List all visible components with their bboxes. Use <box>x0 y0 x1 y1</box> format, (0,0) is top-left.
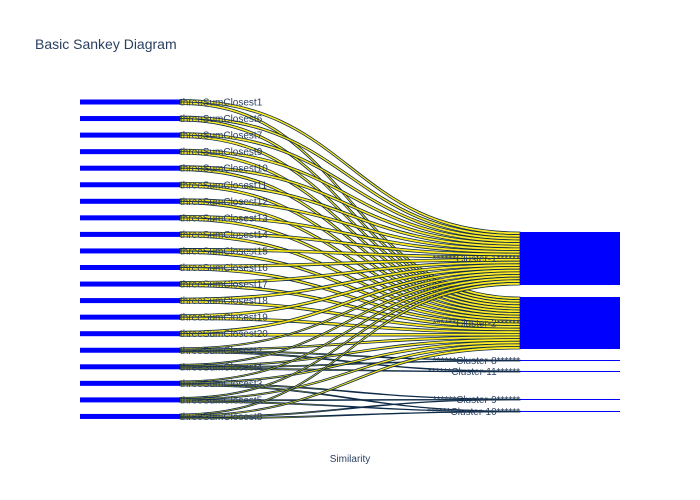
node-threesumclosest4[interactable] <box>80 364 180 370</box>
node-label-threesumclosest14: threeSumClosest14 <box>180 230 268 241</box>
node-threesumclosest20[interactable] <box>80 331 180 337</box>
node-label-threesumclosest11: threeSumClosest11 <box>180 180 268 191</box>
node-threesumclosest2[interactable] <box>80 347 180 353</box>
node-threesumclosest10[interactable] <box>80 165 180 171</box>
node-label-threesumclosest19: threeSumClosest19 <box>180 313 268 324</box>
node-label-threesumclosest13: threeSumClosest13 <box>180 213 268 224</box>
node-label-threesumclosest6: threeSumClosest6 <box>180 114 263 125</box>
node-cluster-2[interactable] <box>520 297 620 349</box>
node-cluster-11[interactable] <box>520 371 620 372</box>
node-threesumclosest17[interactable] <box>80 281 180 287</box>
nodes-layer <box>80 99 620 419</box>
node-label-threesumclosest7: threeSumClosest7 <box>180 131 263 142</box>
node-label-cluster-10: ******Cluster-10****** <box>427 407 520 418</box>
node-threesumclosest8[interactable] <box>80 413 180 419</box>
node-threesumclosest13[interactable] <box>80 215 180 221</box>
labels-layer: threeSumClosest1 threeSumClosest6 threeSum… <box>180 98 520 423</box>
node-label-threesumclosest9: threeSumClosest9 <box>180 147 263 158</box>
node-threesumclosest3[interactable] <box>80 380 180 386</box>
x-axis-label: Similarity <box>329 454 371 465</box>
node-cluster-8[interactable] <box>520 360 620 361</box>
node-label-cluster-2: ******Cluster-2****** <box>433 319 520 330</box>
node-label-threesumclosest12: threeSumClosest12 <box>180 197 268 208</box>
node-cluster-10[interactable] <box>520 411 620 412</box>
node-label-threesumclosest17: threeSumClosest17 <box>180 280 268 291</box>
node-cluster-1[interactable] <box>520 232 620 285</box>
node-label-cluster-1: ******Cluster-1****** <box>433 254 520 265</box>
node-threesumclosest11[interactable] <box>80 182 180 188</box>
node-label-threesumclosest3: threeSumClosest3 <box>180 379 263 390</box>
links-layer <box>179 99 521 420</box>
node-label-threesumclosest15: threeSumClosest15 <box>180 246 268 257</box>
node-threesumclosest1[interactable] <box>80 99 180 105</box>
node-threesumclosest15[interactable] <box>80 248 180 254</box>
node-threesumclosest14[interactable] <box>80 231 180 237</box>
chart-title: Basic Sankey Diagram <box>35 36 177 52</box>
node-label-cluster-9: ******Cluster-9****** <box>433 395 520 406</box>
node-label-threesumclosest5: threeSumClosest5 <box>180 395 263 406</box>
node-label-threesumclosest18: threeSumClosest18 <box>180 296 268 307</box>
node-label-threesumclosest1: threeSumClosest1 <box>180 98 263 109</box>
node-label-threesumclosest2: threeSumClosest2 <box>180 346 263 357</box>
node-label-threesumclosest4: threeSumClosest4 <box>180 362 263 373</box>
node-threesumclosest6[interactable] <box>80 116 180 122</box>
node-threesumclosest7[interactable] <box>80 132 180 138</box>
node-threesumclosest12[interactable] <box>80 198 180 204</box>
node-threesumclosest9[interactable] <box>80 149 180 155</box>
node-label-threesumclosest20: threeSumClosest20 <box>180 329 268 340</box>
node-threesumclosest18[interactable] <box>80 298 180 304</box>
node-threesumclosest16[interactable] <box>80 265 180 270</box>
node-label-threesumclosest16: threeSumClosest16 <box>180 263 268 274</box>
node-label-cluster-8: ******Cluster-8****** <box>433 356 520 367</box>
node-cluster-9[interactable] <box>520 399 620 400</box>
node-threesumclosest5[interactable] <box>80 397 180 403</box>
node-label-threesumclosest8: threeSumClosest8 <box>180 412 263 423</box>
node-label-threesumclosest10: threeSumClosest10 <box>180 164 268 175</box>
node-label-cluster-11: ******Cluster-11****** <box>428 367 520 378</box>
node-threesumclosest19[interactable] <box>80 314 180 320</box>
